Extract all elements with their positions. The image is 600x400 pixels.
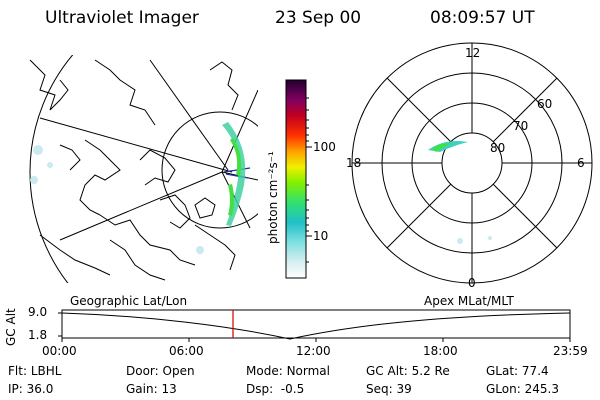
time-tick-2359: 23:59 (553, 344, 588, 358)
time-tick-0600: 06:00 (169, 344, 204, 358)
polar-spoke (386, 183, 452, 249)
orbit-ytick-low: 1.8 (28, 328, 48, 342)
info-filter: Flt: LBHL (8, 364, 62, 378)
map-horizon-circle (29, 55, 74, 283)
map-meridian (59, 171, 223, 241)
polar-spoke (492, 183, 558, 249)
lat-label-70: 70 (513, 119, 529, 133)
orbit-right-title: Apex MLat/MLT (424, 294, 514, 308)
map-meridian (149, 59, 229, 171)
info-dsp: Dsp: -0.5 (246, 382, 305, 396)
polar-plot (351, 42, 593, 284)
orbit-left-title: Geographic Lat/Lon (70, 294, 188, 308)
mlt-label-18: 18 (346, 156, 362, 170)
instrument-title: Ultraviolet Imager (45, 8, 199, 28)
orbit-panel (58, 309, 571, 342)
info-door: Door: Open (126, 364, 195, 378)
orbit-ylabel: GC Alt (4, 308, 18, 346)
header-date: 23 Sep 00 (275, 8, 362, 28)
time-axis-ticks (58, 312, 571, 342)
map-aurora (30, 122, 246, 254)
colorbar-tick-100: 100 (313, 140, 336, 154)
map-meridian (221, 89, 258, 173)
colorbar-tick-10: 10 (313, 229, 329, 243)
info-mode: Mode: Normal (246, 364, 330, 378)
altitude-curve (61, 312, 571, 340)
map-meridian (39, 117, 233, 173)
mlt-label-6: 6 (577, 156, 585, 170)
polar-spoke (386, 77, 452, 143)
mlt-label-12: 12 (465, 46, 481, 60)
info-gc-alt: GC Alt: 5.2 Re (366, 364, 450, 378)
lat-label-60: 60 (537, 97, 553, 111)
time-tick-1200: 12:00 (296, 344, 331, 358)
geographic-map (29, 55, 258, 283)
time-tick-0000: 00:00 (42, 344, 77, 358)
time-tick-1800: 18:00 (423, 344, 458, 358)
header-time: 08:09:57 UT (430, 8, 535, 28)
map-latitude-circle (161, 111, 258, 229)
info-glon: GLon: 245.3 (486, 382, 559, 396)
mlt-label-0: 0 (468, 276, 476, 290)
info-glat: GLat: 77.4 (486, 364, 549, 378)
colorbar-ticks (306, 97, 312, 263)
orbit-ytick-high: 9.0 (28, 305, 48, 319)
polar-aurora (428, 141, 492, 244)
info-gain: Gain: 13 (126, 382, 177, 396)
colorbar (285, 79, 307, 279)
info-seq: Seq: 39 (366, 382, 412, 396)
info-ip: IP: 36.0 (8, 382, 54, 396)
polar-spoke (492, 77, 558, 143)
colorbar-unit-label: photon cm⁻²s⁻¹ (266, 151, 280, 244)
lat-label-80: 80 (490, 141, 506, 155)
